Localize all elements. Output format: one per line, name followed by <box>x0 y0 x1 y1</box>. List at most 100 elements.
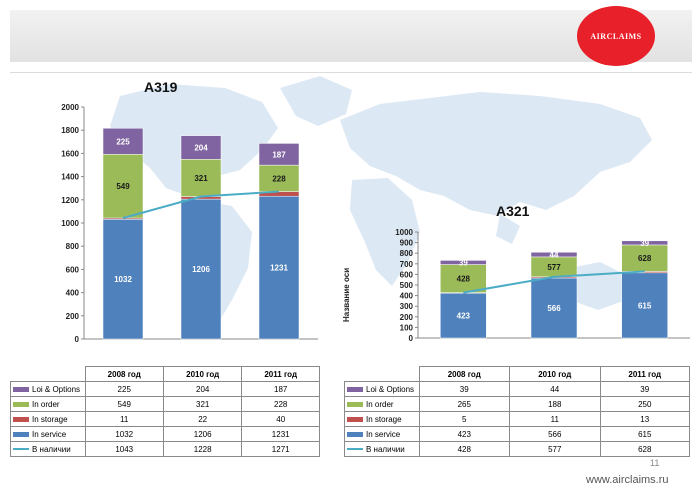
legend-key-storage <box>347 416 363 422</box>
row-label: Loi & Options <box>366 384 415 394</box>
table-cell: 615 <box>599 426 690 442</box>
table-cell: 549 <box>84 396 164 412</box>
table-cell: 423 <box>418 426 510 442</box>
data-label-order: 549 <box>116 182 130 191</box>
data-label-service: 1206 <box>192 265 210 274</box>
table-cell: 5 <box>418 411 510 427</box>
bar-segment-service <box>621 272 668 339</box>
table-cell: 13 <box>599 411 690 427</box>
y-tick-label: 1000 <box>61 219 79 228</box>
col-header: 2011 год <box>241 366 320 382</box>
table-row: In service 1032 1206 1231 <box>10 426 320 442</box>
data-table-a319: 2008 год 2010 год 2011 год Loi & Options… <box>10 366 320 457</box>
table-row: In order 549 321 228 <box>10 396 320 412</box>
bar-segment-service <box>102 219 144 340</box>
y-tick-label: 600 <box>66 265 80 274</box>
data-label-order: 228 <box>272 174 286 183</box>
table-cell: 187 <box>241 381 320 397</box>
data-label-loi: 204 <box>194 143 208 152</box>
chart-title-a319: A319 <box>144 79 178 95</box>
bar-segment-service <box>258 195 300 340</box>
table-cell: 39 <box>599 381 690 397</box>
bar-segment-loi <box>180 135 222 160</box>
y-tick-label: 1400 <box>61 173 79 182</box>
data-label-loi: 39 <box>640 239 649 248</box>
table-cell: 628 <box>599 441 690 457</box>
chart-title-a321: A321 <box>496 203 530 219</box>
y-tick-label: 600 <box>400 270 414 279</box>
bar-segment-service <box>530 277 578 339</box>
y-tick-label: 500 <box>400 281 414 290</box>
table-cell: 1043 <box>84 441 164 457</box>
y-tick-label: 1000 <box>395 228 413 237</box>
data-label-loi: 187 <box>272 150 286 159</box>
table-header-row: 2008 год 2010 год 2011 год <box>11 366 320 382</box>
y-tick-label: 800 <box>400 249 414 258</box>
bar-segment-order <box>258 164 300 192</box>
table-cell: 228 <box>241 396 320 412</box>
table-cell: 11 <box>509 411 601 427</box>
data-label-loi: 225 <box>116 137 130 146</box>
legend-key-order <box>13 401 29 407</box>
table-cell: 1228 <box>162 441 243 457</box>
y-tick-label: 200 <box>66 312 80 321</box>
table-cell: 39 <box>418 381 510 397</box>
data-table-a321: 2008 год 2010 год 2011 год Loi & Options… <box>344 366 690 457</box>
data-label-order: 321 <box>194 174 208 183</box>
col-header: 2011 год <box>599 366 690 382</box>
bar-segment-order <box>180 159 222 197</box>
row-label: В наличии <box>366 444 405 454</box>
legend-key-order <box>347 401 363 407</box>
row-label: In order <box>32 399 60 409</box>
table-cell: 1231 <box>241 426 320 442</box>
bar-segment-loi <box>102 127 144 155</box>
table-cell: 265 <box>418 396 510 412</box>
table-row: In storage 5 11 13 <box>344 411 690 427</box>
y-tick-label: 1800 <box>61 126 79 135</box>
table-cell: 1206 <box>162 426 243 442</box>
y-tick-label: 400 <box>66 289 80 298</box>
airclaims-logo: AIRCLAIMS <box>577 6 655 66</box>
header-divider <box>10 72 692 73</box>
row-label: In storage <box>366 414 402 424</box>
col-header: 2008 год <box>418 366 510 382</box>
website-url[interactable]: www.airclaims.ru <box>586 474 669 486</box>
page-number: 11 <box>650 458 660 468</box>
table-cell: 204 <box>162 381 243 397</box>
table-row: Loi & Options 39 44 39 <box>344 381 690 397</box>
data-label-order: 577 <box>547 263 561 272</box>
y-tick-label: 1200 <box>61 196 79 205</box>
table-cell: 44 <box>509 381 601 397</box>
y-tick-label: 900 <box>400 239 414 248</box>
table-cell: 188 <box>509 396 601 412</box>
row-label: In order <box>366 399 394 409</box>
table-row: В наличии 1043 1228 1271 <box>10 441 320 457</box>
data-label-order: 628 <box>638 254 652 263</box>
y-tick-label: 300 <box>400 302 414 311</box>
data-label-service: 615 <box>638 301 652 310</box>
y-tick-label: 700 <box>400 260 414 269</box>
row-label: В наличии <box>32 444 71 454</box>
legend-key-loi <box>347 386 363 392</box>
table-row: В наличии 428 577 628 <box>344 441 690 457</box>
table-cell: 577 <box>509 441 601 457</box>
table-row: In service 423 566 615 <box>344 426 690 442</box>
row-label: Loi & Options <box>32 384 81 394</box>
y-tick-label: 1600 <box>61 149 79 158</box>
table-cell: 1271 <box>241 441 320 457</box>
data-label-loi: 39 <box>459 258 468 267</box>
data-label-service: 1032 <box>114 275 132 284</box>
legend-key-storage <box>13 416 29 422</box>
table-cell: 321 <box>162 396 243 412</box>
y-tick-label: 0 <box>75 335 80 344</box>
y-tick-label: 200 <box>400 313 414 322</box>
table-row: In order 265 188 250 <box>344 396 690 412</box>
y-tick-label: 100 <box>400 323 414 332</box>
bar-segment-loi <box>621 240 668 246</box>
logo-text: AIRCLAIMS <box>590 31 642 41</box>
row-label: In storage <box>32 414 68 424</box>
row-label: In service <box>366 429 401 439</box>
table-cell: 1032 <box>84 426 164 442</box>
data-label-loi: 44 <box>550 251 559 260</box>
